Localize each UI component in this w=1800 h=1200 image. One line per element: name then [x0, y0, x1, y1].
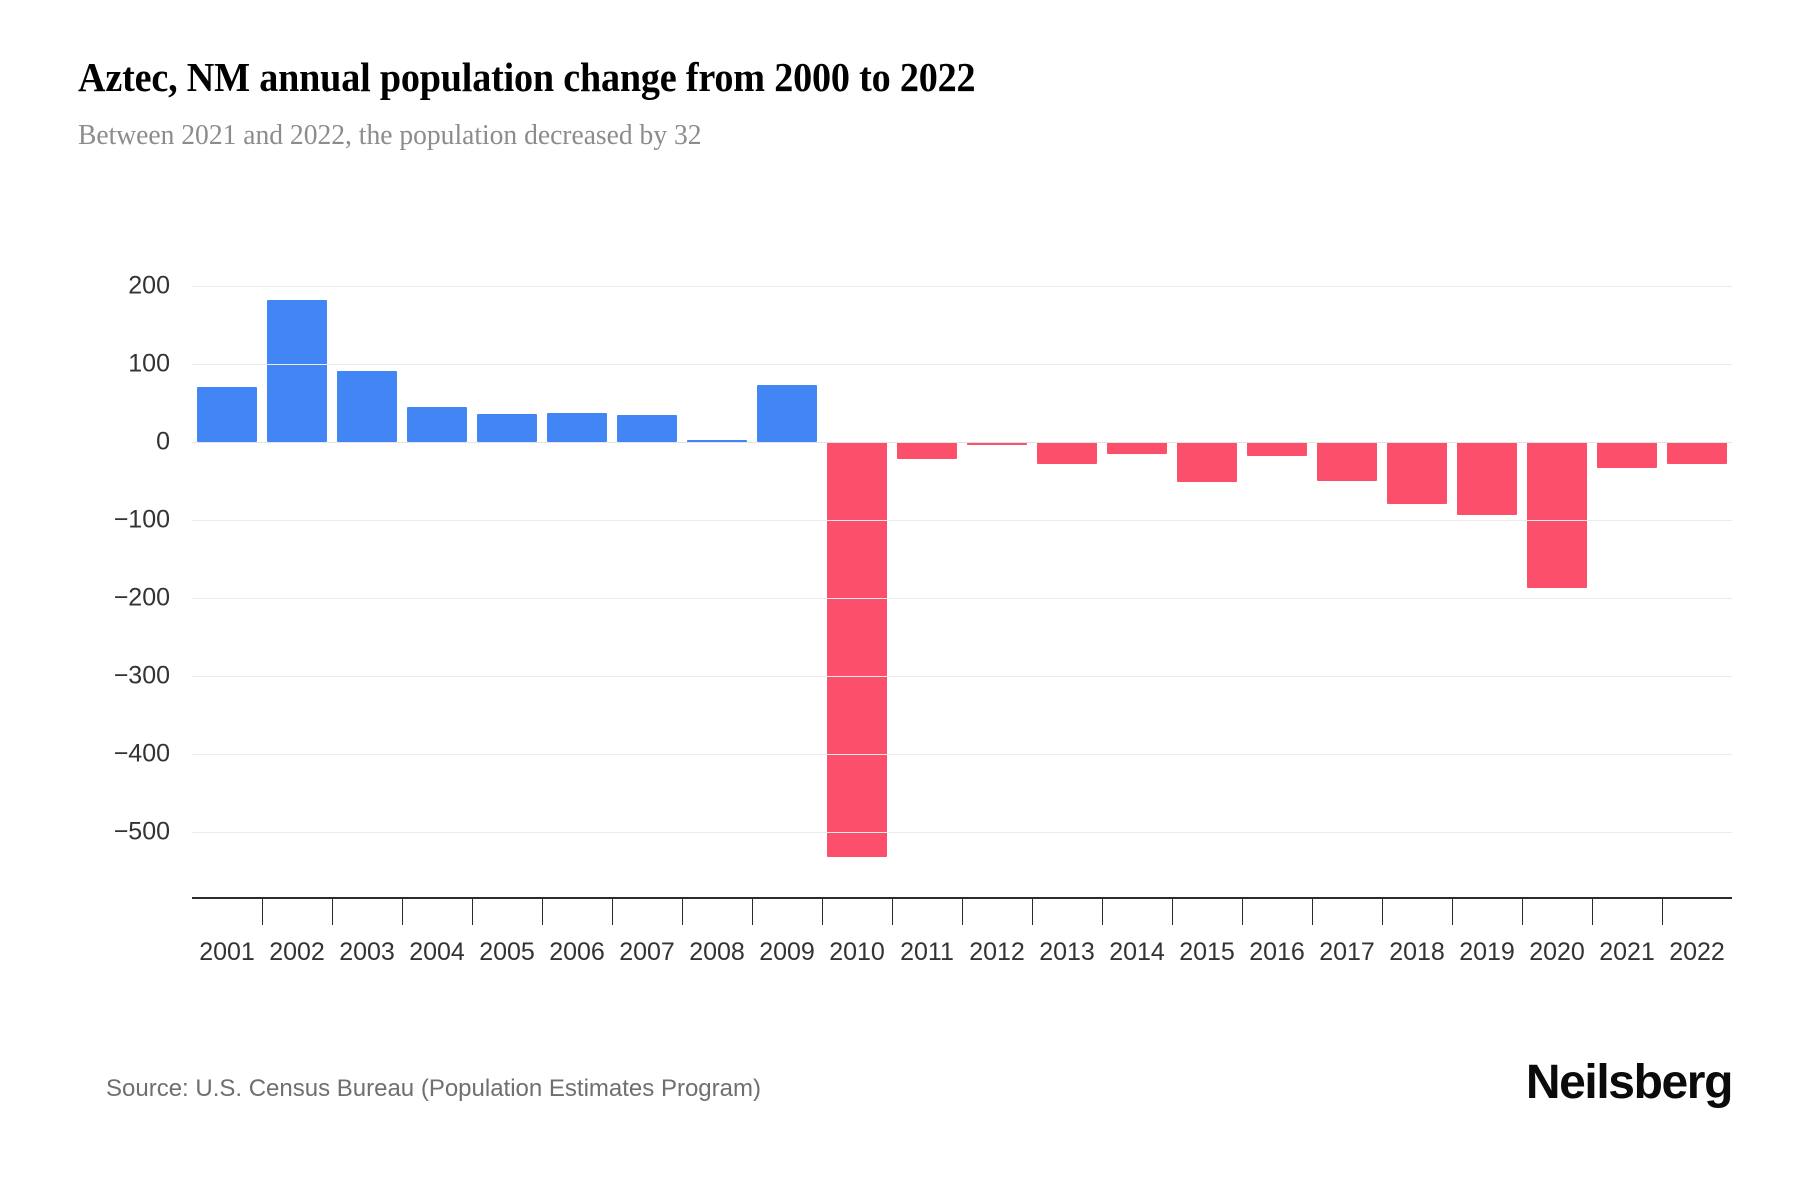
bar-2006[interactable]: [547, 413, 607, 442]
x-axis-tick: [752, 899, 753, 925]
bar-2020[interactable]: [1527, 441, 1587, 588]
y-axis-tick-label: 0: [156, 427, 170, 456]
bar-2010[interactable]: [827, 441, 887, 858]
x-axis-tick-label: 2022: [1669, 938, 1725, 966]
bar-2017[interactable]: [1317, 441, 1377, 481]
x-axis-tick: [1522, 899, 1523, 925]
x-axis-line: [192, 897, 1732, 899]
bar-series: [192, 286, 1732, 890]
x-axis-tick-label: 2014: [1109, 938, 1165, 966]
gridline: [192, 753, 1732, 755]
bar-2003[interactable]: [337, 370, 397, 442]
bar-2004[interactable]: [407, 406, 467, 442]
x-axis-tick: [1312, 899, 1313, 925]
y-axis-tick-label: 100: [128, 349, 170, 378]
x-axis-tick-label: 2012: [969, 938, 1025, 966]
x-axis-tick: [1452, 899, 1453, 925]
x-axis-tick: [1032, 899, 1033, 925]
x-axis-tick-label: 2018: [1389, 938, 1445, 966]
x-axis-tick-label: 2010: [829, 938, 885, 966]
source-note: Source: U.S. Census Bureau (Population E…: [106, 1075, 761, 1102]
x-axis-tick-label: 2019: [1459, 938, 1515, 966]
x-axis-tick: [892, 899, 893, 925]
x-axis-tick: [332, 899, 333, 925]
x-axis-tick-label: 2017: [1319, 938, 1375, 966]
x-axis-tick-label: 2002: [269, 938, 325, 966]
y-axis-tick-label: −200: [113, 583, 170, 612]
gridline: [192, 363, 1732, 365]
x-axis-tick: [1662, 899, 1663, 925]
x-axis-tick-label: 2003: [339, 938, 395, 966]
x-axis-tick-label: 2020: [1529, 938, 1585, 966]
x-axis-tick-label: 2001: [199, 938, 255, 966]
x-axis-tick-label: 2015: [1179, 938, 1235, 966]
plot-canvas: [192, 286, 1732, 890]
bar-2018[interactable]: [1387, 441, 1447, 505]
y-axis-tick-label: −500: [113, 817, 170, 846]
bar-2012[interactable]: [967, 441, 1027, 445]
y-axis-tick-label: −300: [113, 661, 170, 690]
bar-2019[interactable]: [1457, 441, 1517, 516]
bar-2001[interactable]: [197, 387, 257, 442]
x-axis-tick-label: 2004: [409, 938, 465, 966]
x-axis-tick-label: 2009: [759, 938, 815, 966]
bar-2007[interactable]: [617, 415, 677, 442]
bar-2016[interactable]: [1247, 441, 1307, 456]
bar-2014[interactable]: [1107, 441, 1167, 454]
gridline: [192, 675, 1732, 677]
x-axis-tick: [1592, 899, 1593, 925]
bar-2021[interactable]: [1597, 441, 1657, 469]
gridline: [192, 441, 1732, 443]
x-axis-tick-label: 2011: [900, 938, 954, 966]
x-axis-tick: [1382, 899, 1383, 925]
bar-2022[interactable]: [1667, 441, 1727, 464]
x-axis-tick: [542, 899, 543, 925]
x-axis-tick-label: 2005: [479, 938, 535, 966]
x-axis-tick: [682, 899, 683, 925]
x-axis-tick-label: 2016: [1249, 938, 1305, 966]
bar-2008[interactable]: [687, 440, 747, 444]
y-axis-tick-label: −100: [113, 505, 170, 534]
x-axis-tick: [612, 899, 613, 925]
x-axis-tick: [1102, 899, 1103, 925]
bar-2005[interactable]: [477, 413, 537, 442]
y-axis-tick-label: −400: [113, 739, 170, 768]
x-axis-tick-label: 2021: [1599, 938, 1655, 966]
x-axis-tick: [1172, 899, 1173, 925]
brand-logo: Neilsberg: [1525, 1056, 1734, 1109]
x-axis-tick: [472, 899, 473, 925]
x-axis-tick-label: 2007: [619, 938, 675, 966]
chart-header: Aztec, NM annual population change from …: [78, 52, 1678, 154]
x-axis-tick-label: 2013: [1039, 938, 1095, 966]
chart-subtitle: Between 2021 and 2022, the population de…: [78, 119, 702, 151]
bar-2011[interactable]: [897, 441, 957, 459]
x-axis-tick-label: 2008: [689, 938, 745, 966]
bar-2009[interactable]: [757, 384, 817, 442]
y-axis-tick-label: 200: [128, 271, 170, 300]
bar-2013[interactable]: [1037, 441, 1097, 464]
x-axis-tick: [962, 899, 963, 925]
page-title: Aztec, NM annual population change from …: [78, 54, 976, 100]
x-axis-tick: [262, 899, 263, 925]
x-axis-tick: [1242, 899, 1243, 925]
gridline: [192, 597, 1732, 599]
x-axis-tick: [402, 899, 403, 925]
x-axis-tick-label: 2006: [549, 938, 605, 966]
x-axis-tick: [822, 899, 823, 925]
gridline: [192, 519, 1732, 521]
bar-2002[interactable]: [267, 300, 327, 442]
bar-2015[interactable]: [1177, 441, 1237, 483]
gridline: [192, 286, 1732, 287]
gridline: [192, 831, 1732, 833]
